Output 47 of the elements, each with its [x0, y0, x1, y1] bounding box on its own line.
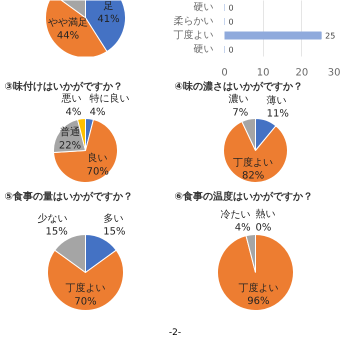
- slice-label: 多い: [103, 212, 124, 224]
- data-label: 15%: [46, 226, 68, 238]
- data-label: 22%: [58, 140, 82, 152]
- slice-label: 足: [104, 0, 114, 12]
- data-label: 0: [228, 18, 234, 26]
- slice-label: 冷たい: [220, 208, 251, 220]
- y-tick-label: 硬い: [194, 2, 214, 13]
- x-tick-label: 0: [221, 68, 228, 78]
- text: -2-: [168, 328, 182, 338]
- data-label: 7%: [232, 107, 248, 118]
- slice-label: 良い: [88, 152, 108, 164]
- slice-label: 普通: [60, 126, 80, 138]
- chart-title: ⑥食事の温度はいかがですか？: [174, 190, 313, 202]
- slice-label: 薄い: [266, 94, 287, 106]
- data-label: 70%: [74, 296, 97, 308]
- chart-title: ⑤食事の量はいかがですか？: [4, 190, 133, 202]
- data-label: 41%: [97, 14, 120, 26]
- slice-label: 丁度よい: [66, 282, 106, 294]
- data-label: 0: [228, 4, 234, 12]
- x-tick-label: 30: [328, 68, 340, 78]
- data-label: 44%: [56, 30, 80, 42]
- data-label: 4%: [90, 106, 106, 118]
- x-tick-label: 10: [256, 68, 270, 78]
- data-label: 82%: [242, 170, 264, 182]
- slice-label: 少ない: [38, 212, 68, 224]
- data-label: 96%: [247, 296, 270, 308]
- x-tick-label: 20: [295, 68, 308, 78]
- slice-label: やや満足: [48, 16, 88, 28]
- data-label: 4%: [234, 222, 251, 234]
- y-tick-label: 硬い: [194, 44, 214, 55]
- chart-title: ④味の濃さはいかがですか？: [174, 80, 303, 92]
- slice-label: 特に良い: [90, 92, 130, 105]
- y-tick-label: 柔らかい: [174, 15, 214, 27]
- slice-label: 丁度よい: [233, 156, 274, 168]
- data-label: 25: [325, 32, 336, 40]
- slice-label: 濃い: [228, 93, 248, 106]
- slice-label: 丁度よい: [238, 282, 278, 294]
- data-label: 15%: [103, 226, 126, 238]
- slice-label: 悪い: [60, 94, 82, 105]
- category-label: 熱い: [256, 209, 276, 220]
- y-tick-label: 丁度よい: [174, 29, 214, 41]
- data-label: 0: [228, 46, 234, 54]
- text: 0%: [256, 222, 272, 234]
- chart-title: ③味付けはいかがですか？: [4, 80, 123, 92]
- data-label: 70%: [86, 166, 109, 178]
- data-label: 4%: [66, 106, 82, 118]
- data-label: 11%: [266, 108, 289, 120]
